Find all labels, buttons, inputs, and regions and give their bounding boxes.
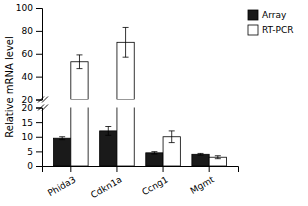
error-bar [169, 131, 175, 143]
error-bar [151, 152, 157, 154]
legend-item: RT-PCR [248, 25, 293, 36]
y-tick: 0 [27, 161, 42, 171]
error-bar [198, 153, 204, 155]
tick-label: Mgmt [189, 174, 217, 196]
x-tick: Cdkn1a [89, 166, 124, 200]
tick-mark [36, 166, 42, 167]
y-tick: 5 [27, 147, 42, 157]
error-bar [105, 127, 111, 136]
tick-mark [36, 8, 42, 9]
tick-mark [36, 137, 42, 138]
tick-label: 80 [22, 26, 34, 36]
y-axis: 20 40 60 80 100 [16, 3, 43, 105]
legend-label: Array [262, 10, 287, 20]
y-tick: 10 [22, 132, 42, 142]
plot-area [71, 27, 134, 99]
plot-area [54, 108, 227, 167]
legend-swatch [248, 10, 258, 20]
tick-mark [36, 54, 42, 55]
tick-label: Ccng1 [140, 174, 170, 197]
tick-label: 5 [27, 147, 33, 157]
tick-label: 40 [22, 72, 34, 82]
x-tick: Ccng1 [140, 166, 170, 197]
bar [117, 108, 134, 167]
y-tick: 15 [22, 118, 42, 128]
error-bar [76, 55, 82, 69]
axis-line [36, 9, 43, 101]
y-axis-title: Relative mRNA level [4, 36, 15, 137]
x-tick: Mgmt [189, 166, 217, 196]
tick-label: Cdkn1a [89, 174, 124, 200]
chart: 0 5 10 15 2020 40 60 80 100 Phida3 Cdkn1a Ccng1 Mgmt… [0, 0, 308, 206]
tick-label: 100 [16, 3, 33, 13]
x-axis: Phida3 Cdkn1a Ccng1 Mgmt [43, 166, 239, 200]
x-tick: Phida3 [46, 166, 77, 198]
tick-mark [36, 151, 42, 152]
tick-label: 15 [22, 118, 33, 128]
break-mark [42, 105, 48, 111]
tick-label: Phida3 [46, 174, 77, 198]
axis-line [43, 167, 239, 173]
y-axis: 05101520 [22, 103, 43, 172]
tick-mark [36, 31, 42, 32]
y-tick: 20 [22, 95, 42, 105]
legend-label: RT-PCR [262, 25, 293, 35]
legend-swatch [248, 25, 258, 35]
tick-mark [163, 166, 164, 172]
bar [54, 138, 71, 166]
tick-mark [36, 122, 42, 123]
tick-label: 10 [22, 132, 34, 142]
y-tick: 60 [22, 49, 42, 59]
tick-mark [70, 166, 71, 172]
legend: Array RT-PCR [248, 10, 293, 36]
y-tick: 100 [16, 3, 42, 13]
tick-label: 0 [27, 161, 33, 171]
tick-label: 60 [22, 49, 34, 59]
break-mark [42, 97, 48, 103]
bar [146, 153, 163, 166]
axis-break [38, 97, 48, 111]
y-tick: 80 [22, 26, 42, 36]
error-bar [123, 27, 129, 57]
axis-line [36, 108, 43, 167]
legend-item: Array [248, 10, 287, 21]
tick-mark [116, 166, 117, 172]
tick-mark [36, 77, 42, 78]
bar [71, 108, 88, 166]
y-tick: 40 [22, 72, 42, 82]
error-bar [215, 156, 221, 159]
tick-label: 20 [22, 95, 34, 105]
bar [100, 131, 117, 166]
tick-mark [209, 166, 210, 172]
error-bar [59, 137, 65, 140]
bar [192, 154, 209, 166]
